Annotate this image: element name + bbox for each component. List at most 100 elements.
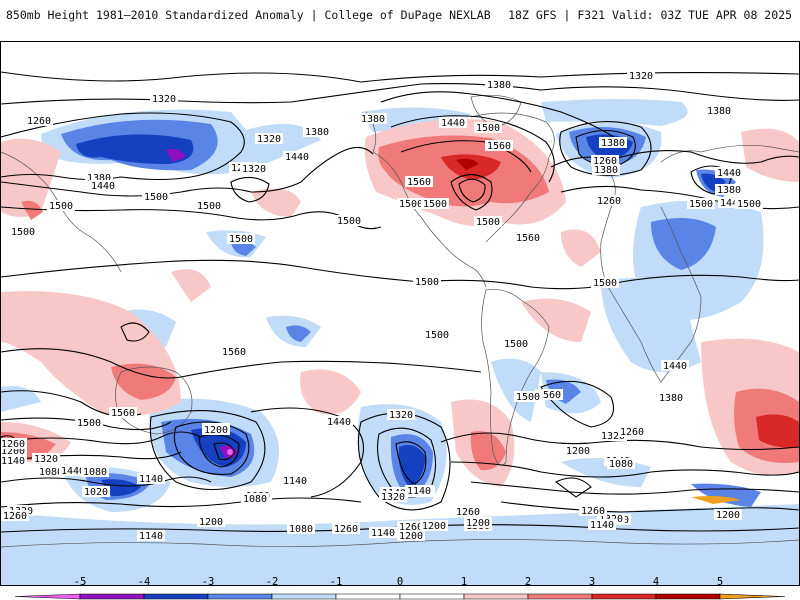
anomaly-area: [231, 240, 256, 256]
contour-label-bg: [241, 493, 269, 504]
contour-label: 1320: [627, 70, 655, 82]
contour-label: 1380: [705, 105, 733, 117]
contour-label-bg: [597, 513, 625, 524]
contour-label-text: 1080: [609, 459, 633, 470]
contour-label-bg: [37, 466, 65, 477]
contour-label: 1500: [502, 338, 530, 350]
contour-label-text: 1200: [422, 521, 446, 532]
contour-label: 1320: [150, 93, 178, 105]
contour-label-text: 1140: [283, 476, 307, 487]
contour-label-bg: [1, 438, 27, 449]
colorbar-segment: [79, 593, 145, 600]
contour-label-text: 1500: [197, 201, 221, 212]
contour-label: 1260: [397, 521, 425, 533]
anomaly-area: [1, 386, 41, 412]
contour-label-bg: [591, 155, 619, 166]
contour-label-bg: [474, 122, 502, 133]
contour-label-text: 1500: [425, 330, 449, 341]
contour-label: 1260: [579, 505, 607, 517]
contour-label-text: 1500: [504, 339, 528, 350]
contour-label-text: 1260: [1, 439, 25, 450]
contour-label: 1500: [47, 200, 75, 212]
contour-label: 1200: [420, 520, 448, 532]
contour-label-bg: [150, 93, 178, 104]
colorbar-tick-label: -2: [266, 576, 279, 588]
contour-line: [1, 451, 182, 463]
coastlines: [1, 95, 799, 548]
colorbar-tick-label: -3: [202, 576, 215, 588]
contour-label-text: 1320: [257, 134, 281, 145]
contour-label-text: 1080: [289, 524, 313, 535]
contour-label-bg: [281, 475, 309, 486]
contour-label-text: 1080: [243, 494, 267, 505]
colorbar-segment: [143, 593, 209, 600]
contour-label: 1560: [220, 346, 248, 358]
contour-label-text: 1320: [242, 164, 266, 175]
contour-label: 1500: [591, 277, 619, 289]
contour-label-text: 1500: [516, 392, 540, 403]
contour-label-bg: [255, 133, 283, 144]
contour-label: 1440: [89, 180, 117, 192]
contour-label-text: 1260: [399, 522, 423, 533]
contour-label-text: 1440: [285, 152, 309, 163]
contour-label-bg: [25, 115, 53, 126]
colorbar-tick-label: 5: [717, 576, 723, 588]
anomaly-area: [171, 269, 211, 302]
contour-label: 1080: [287, 523, 315, 535]
colorbar-segment: [655, 593, 721, 600]
contour-label-text: 1140: [371, 528, 395, 539]
contour-label-bg: [588, 519, 616, 530]
contour-label-text: 1380: [594, 165, 618, 176]
contour-label: 1440: [283, 151, 311, 163]
colorbar-tick-label: -4: [138, 576, 151, 588]
contour-label: 1500: [195, 200, 223, 212]
contour-line: [1, 83, 799, 105]
contour-label-bg: [1, 445, 27, 456]
contour-line: [458, 178, 486, 203]
contour-label: 1500: [474, 122, 502, 134]
contour-label-bg: [579, 505, 607, 516]
contour-label-bg: [657, 392, 685, 403]
contour-label: 1500: [421, 198, 449, 210]
contour-label-bg: [332, 523, 360, 534]
contour-label-bg: [369, 527, 397, 538]
contour-label: 1500: [142, 191, 170, 203]
contour-label: 1200: [714, 509, 742, 521]
anomaly-area: [521, 298, 591, 342]
colorbar-segment: [399, 593, 465, 600]
contour-label: 1200: [564, 445, 592, 457]
contour-label-bg: [421, 198, 449, 209]
contour-label-bg: [397, 530, 425, 541]
contour-label-text: 1560: [111, 408, 135, 419]
anomaly-area: [601, 278, 701, 372]
contour-label-text: 1140: [139, 531, 163, 542]
contour-label-text: 1500: [415, 277, 439, 288]
contour-label-bg: [485, 140, 513, 151]
contour-label-bg: [137, 473, 165, 484]
contour-label: 1020: [82, 486, 110, 498]
contour-label-text: 1500: [229, 234, 253, 245]
south-america-coast: [481, 289, 550, 466]
contour-label: 1440: [325, 416, 353, 428]
contour-line: [1, 497, 362, 508]
contour-label: 1320: [599, 430, 627, 442]
contour-label-text: 1380: [487, 80, 511, 91]
contour-label-bg: [89, 180, 117, 191]
colorbar-segment: [463, 593, 529, 600]
contour-label-text: 1560: [537, 390, 561, 401]
contour-label-bg: [618, 426, 646, 437]
contour-label: 1500: [335, 215, 363, 227]
contour-line: [500, 501, 799, 513]
contour-line: [450, 461, 799, 478]
contour-line: [540, 380, 615, 428]
contour-label-bg: [137, 530, 165, 541]
colorbar-segment: [335, 593, 401, 600]
contour-label-text: 1200: [1, 446, 25, 457]
contour-label: 1440: [661, 360, 689, 372]
anomaly-area: [251, 188, 301, 217]
contour-label-bg: [1, 455, 27, 466]
contour-label: 1140: [137, 530, 165, 542]
contour-label-text: 1080: [39, 467, 63, 478]
contour-label-bg: [474, 216, 502, 227]
contour-label-bg: [82, 486, 110, 497]
